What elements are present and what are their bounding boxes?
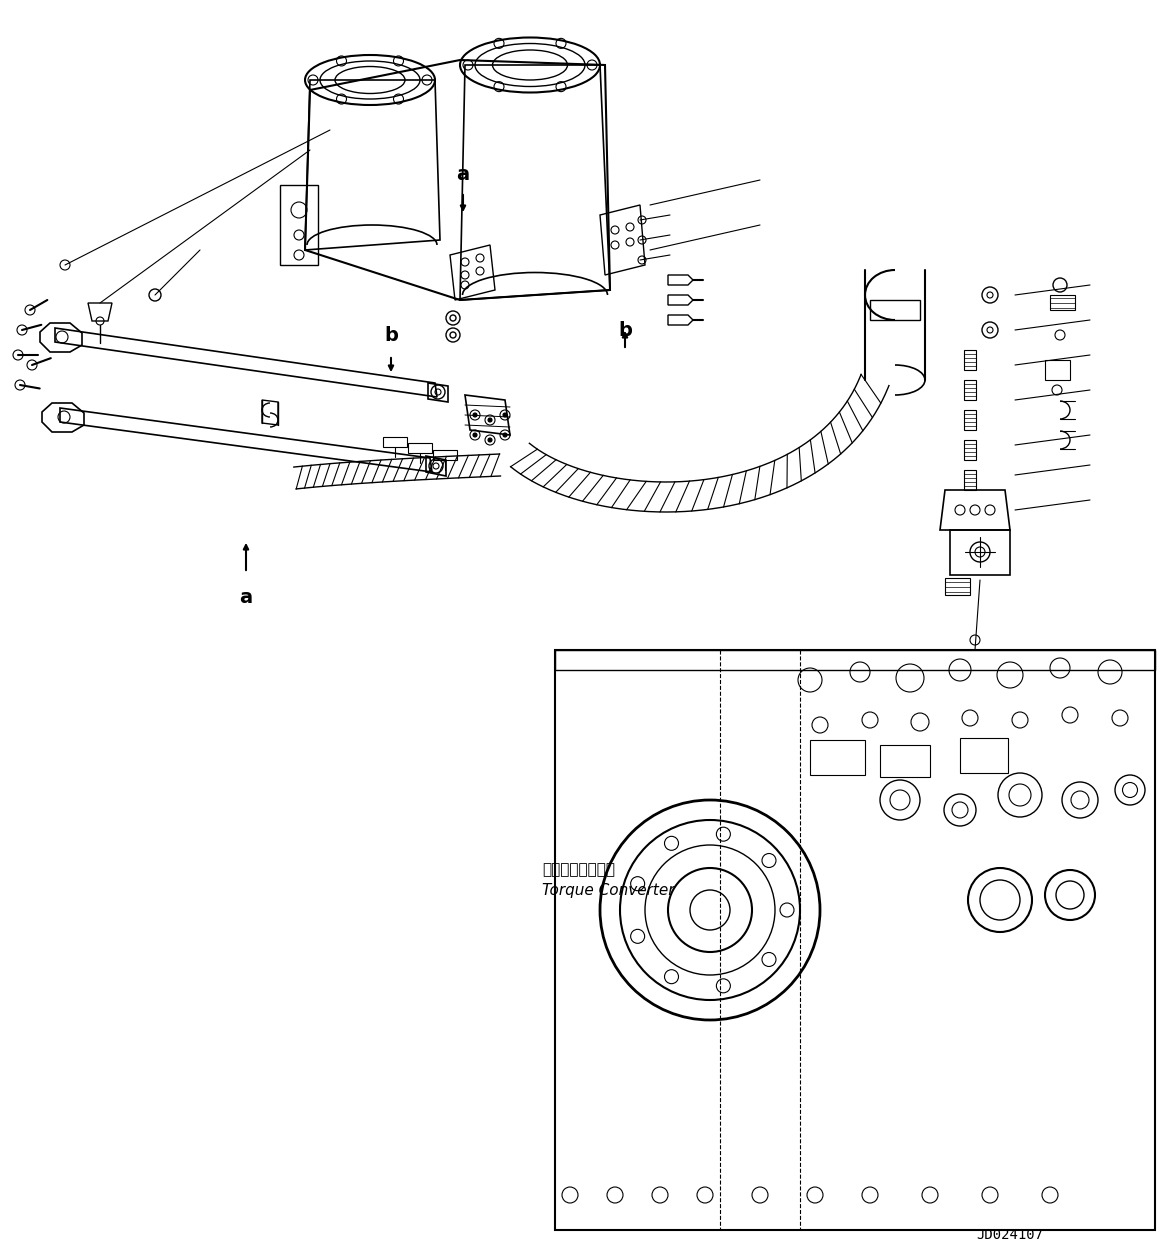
Circle shape bbox=[149, 289, 160, 301]
Circle shape bbox=[504, 412, 507, 418]
Bar bbox=[555, 650, 1155, 670]
Text: a: a bbox=[240, 588, 252, 608]
Polygon shape bbox=[88, 302, 112, 321]
Text: b: b bbox=[384, 326, 398, 345]
Text: トルクコンバータ: トルクコンバータ bbox=[542, 862, 615, 877]
Bar bbox=[959, 738, 1008, 772]
Text: a: a bbox=[456, 165, 470, 184]
Text: b: b bbox=[618, 321, 632, 340]
Circle shape bbox=[473, 432, 477, 437]
Circle shape bbox=[504, 432, 507, 437]
Bar bbox=[880, 745, 930, 778]
Circle shape bbox=[473, 412, 477, 418]
Text: JD024107: JD024107 bbox=[977, 1228, 1043, 1242]
Text: Torque Converter: Torque Converter bbox=[542, 882, 675, 898]
Circle shape bbox=[488, 418, 492, 422]
Bar bbox=[809, 740, 865, 775]
Circle shape bbox=[488, 438, 492, 442]
